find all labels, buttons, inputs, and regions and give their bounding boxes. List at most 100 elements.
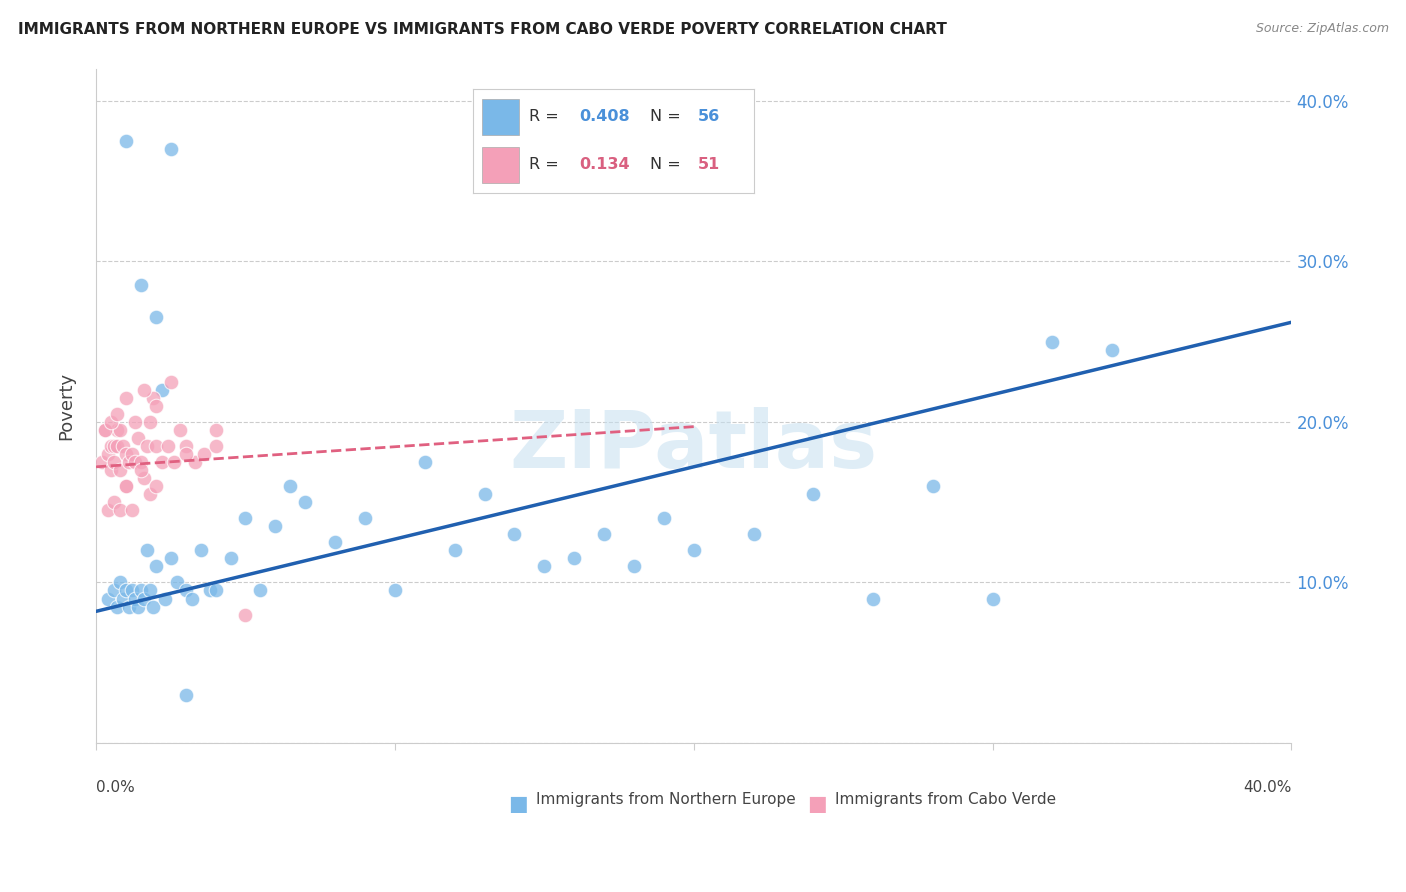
Point: [115, 134, 138, 148]
Point: [139, 415, 162, 429]
Point: [174, 688, 197, 702]
Point: [1101, 343, 1123, 357]
Point: [129, 583, 152, 598]
Point: [204, 583, 226, 598]
Point: [174, 583, 197, 598]
Point: [474, 487, 496, 501]
Point: [166, 575, 188, 590]
Point: [139, 487, 162, 501]
Point: [981, 591, 1004, 606]
Point: [121, 583, 143, 598]
Point: [94, 423, 117, 437]
Text: ■: ■: [509, 794, 529, 814]
Point: [593, 527, 616, 541]
Point: [108, 503, 131, 517]
Point: [115, 479, 138, 493]
Point: [135, 439, 157, 453]
Point: [204, 439, 226, 453]
Point: [921, 479, 943, 493]
Point: [105, 407, 128, 421]
Point: [198, 583, 221, 598]
Point: [108, 463, 131, 477]
Point: [97, 447, 120, 461]
Point: [145, 479, 167, 493]
Point: [801, 487, 824, 501]
Point: [105, 439, 128, 453]
Point: [139, 583, 162, 598]
Point: [183, 455, 205, 469]
Text: Immigrants from Northern Europe: Immigrants from Northern Europe: [536, 791, 796, 806]
Point: [115, 391, 138, 405]
Point: [150, 455, 173, 469]
Point: [100, 439, 122, 453]
Point: [264, 519, 287, 533]
Point: [235, 607, 257, 622]
Point: [103, 583, 125, 598]
Point: [443, 543, 465, 558]
Point: [111, 439, 134, 453]
Point: [132, 471, 155, 485]
Point: [180, 591, 202, 606]
Point: [94, 423, 117, 437]
Point: [132, 383, 155, 397]
Point: [108, 575, 131, 590]
Point: [108, 423, 131, 437]
Point: [862, 591, 884, 606]
Point: [278, 479, 301, 493]
Point: [562, 551, 585, 566]
Point: [190, 543, 212, 558]
Point: [153, 591, 176, 606]
Point: [129, 463, 152, 477]
Point: [159, 142, 181, 156]
Point: [115, 479, 138, 493]
Point: [682, 543, 704, 558]
Text: ZIPatlas: ZIPatlas: [509, 408, 877, 485]
Point: [121, 447, 143, 461]
Point: [132, 591, 155, 606]
Point: [623, 559, 645, 574]
Point: [533, 559, 555, 574]
Point: [135, 543, 157, 558]
Point: [124, 455, 146, 469]
Point: [384, 583, 406, 598]
Point: [118, 599, 141, 614]
Text: 40.0%: 40.0%: [1243, 780, 1292, 795]
Point: [652, 511, 675, 525]
Text: ■: ■: [807, 794, 827, 814]
Point: [159, 375, 181, 389]
Point: [174, 447, 197, 461]
Text: 0.0%: 0.0%: [96, 780, 135, 795]
Point: [249, 583, 271, 598]
Point: [145, 439, 167, 453]
Point: [105, 423, 128, 437]
Point: [294, 495, 316, 509]
Point: [145, 559, 167, 574]
Text: Immigrants from Cabo Verde: Immigrants from Cabo Verde: [835, 791, 1056, 806]
Point: [97, 503, 120, 517]
Point: [159, 551, 181, 566]
Point: [150, 383, 173, 397]
Point: [156, 439, 179, 453]
Point: [219, 551, 242, 566]
Point: [111, 591, 134, 606]
Point: [142, 391, 165, 405]
Point: [100, 463, 122, 477]
Point: [103, 495, 125, 509]
Point: [91, 455, 114, 469]
Point: [169, 423, 191, 437]
Point: [193, 447, 215, 461]
Point: [103, 439, 125, 453]
Point: [105, 599, 128, 614]
Point: [323, 535, 346, 549]
Point: [354, 511, 377, 525]
Point: [129, 455, 152, 469]
Text: IMMIGRANTS FROM NORTHERN EUROPE VS IMMIGRANTS FROM CABO VERDE POVERTY CORRELATIO: IMMIGRANTS FROM NORTHERN EUROPE VS IMMIG…: [18, 22, 948, 37]
Point: [97, 591, 120, 606]
Point: [115, 583, 138, 598]
Text: Source: ZipAtlas.com: Source: ZipAtlas.com: [1256, 22, 1389, 36]
Point: [127, 431, 149, 445]
Point: [235, 511, 257, 525]
Point: [115, 447, 138, 461]
Point: [145, 310, 167, 325]
Point: [1040, 334, 1063, 349]
